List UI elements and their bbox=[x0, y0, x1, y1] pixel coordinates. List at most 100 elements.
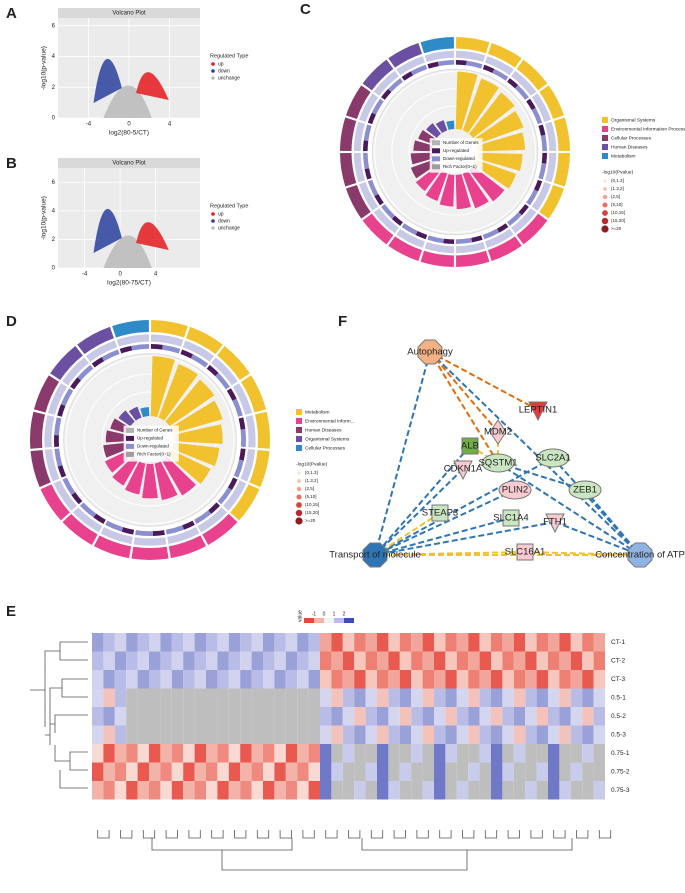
heatmap-cell bbox=[92, 670, 104, 689]
legend-label: down bbox=[218, 218, 230, 224]
down-ring bbox=[538, 163, 547, 180]
heatmap-cell bbox=[183, 651, 195, 670]
up-ring bbox=[507, 78, 519, 89]
network-edge bbox=[429, 351, 641, 556]
heatmap-cell bbox=[491, 744, 503, 763]
heatmap-cell bbox=[240, 725, 252, 744]
category-segment bbox=[388, 236, 423, 262]
heatmap-cell bbox=[137, 670, 149, 689]
heatmap-cell bbox=[92, 725, 104, 744]
heatmap-cell bbox=[479, 707, 491, 726]
heatmap-cell bbox=[217, 651, 229, 670]
gene-count-ring bbox=[100, 527, 133, 544]
gene-count-ring bbox=[373, 70, 399, 96]
heatmap-cell bbox=[502, 688, 514, 707]
heatmap-cell bbox=[171, 707, 184, 726]
legend-label: (2,5] bbox=[305, 486, 314, 491]
gene-count-ring bbox=[544, 152, 557, 183]
heatmap-cell bbox=[228, 762, 241, 781]
heatmap-cell bbox=[445, 633, 457, 652]
up-ring bbox=[226, 388, 237, 401]
heatmap-cell bbox=[399, 633, 412, 652]
heatmap-cell bbox=[479, 762, 491, 781]
y-tick-label: 2 bbox=[52, 85, 56, 91]
heatmap-cell bbox=[513, 651, 526, 670]
rich-factor-bar bbox=[150, 356, 175, 418]
heatmap-cell bbox=[171, 744, 184, 763]
legend-label: (10,15] bbox=[305, 502, 319, 507]
heatmap-cell bbox=[171, 633, 184, 652]
category-segment bbox=[168, 535, 207, 559]
heatmap-cell bbox=[377, 762, 389, 781]
legend-tick: 2 bbox=[343, 611, 346, 617]
row-label: 0.5-3 bbox=[611, 731, 626, 738]
heatmap-cell bbox=[103, 670, 115, 689]
heatmap-cell bbox=[149, 688, 161, 707]
network-edge bbox=[429, 351, 499, 433]
category-segment bbox=[30, 449, 51, 488]
heatmap-cell bbox=[479, 744, 491, 763]
up-ring bbox=[364, 168, 372, 180]
heatmap-cell bbox=[342, 707, 355, 726]
heatmap-cell bbox=[285, 781, 298, 800]
heatmap-cell bbox=[434, 670, 446, 689]
heatmap-cell bbox=[468, 633, 480, 652]
heatmap-cell bbox=[548, 725, 560, 744]
heatmap-cell bbox=[194, 744, 206, 763]
heatmap-cell bbox=[320, 670, 332, 689]
heatmap-cell bbox=[468, 688, 480, 707]
heatmap-cell bbox=[149, 670, 161, 689]
heatmap-cell bbox=[114, 744, 127, 763]
legend-swatch bbox=[296, 409, 302, 415]
heatmap-cell bbox=[445, 725, 457, 744]
up-ring bbox=[57, 465, 67, 478]
up-ring bbox=[541, 152, 547, 164]
rich-factor-bar bbox=[105, 430, 127, 443]
heatmap-cell bbox=[240, 762, 252, 781]
heatmap-cell bbox=[274, 633, 286, 652]
heatmap-cell bbox=[206, 670, 218, 689]
category-segment bbox=[202, 513, 238, 545]
heatmap-cell bbox=[194, 633, 206, 652]
heatmap-cell bbox=[536, 725, 548, 744]
rich-factor-bar bbox=[142, 463, 158, 499]
gene-count-ring bbox=[353, 152, 366, 183]
heatmap-cell bbox=[411, 651, 423, 670]
heatmap-cell bbox=[399, 670, 412, 689]
heatmap-cell bbox=[411, 725, 423, 744]
gene-count-ring bbox=[485, 228, 514, 248]
heatmap-cell bbox=[114, 762, 127, 781]
heatmap-cell bbox=[251, 762, 263, 781]
legend-label: Metabolism bbox=[611, 153, 636, 159]
legend-swatch bbox=[603, 187, 607, 191]
down-ring bbox=[367, 179, 379, 197]
legend-label: up bbox=[218, 61, 224, 67]
heatmap-cell bbox=[308, 651, 320, 670]
legend-label: (2,5] bbox=[611, 194, 620, 199]
legend-label: Cellular Processes bbox=[611, 135, 652, 141]
heatmap-cell bbox=[525, 670, 537, 689]
down-ring bbox=[526, 189, 539, 206]
heatmap-cell bbox=[206, 688, 218, 707]
heatmap-cell bbox=[548, 633, 560, 652]
heatmap-cell bbox=[593, 781, 605, 800]
heatmap-cell bbox=[171, 725, 184, 744]
category-segment bbox=[112, 320, 149, 338]
legend-title: Regulated Type bbox=[210, 203, 248, 209]
legend-tick: 0 bbox=[323, 611, 326, 617]
heatmap-cell bbox=[149, 633, 161, 652]
gene-count-ring bbox=[359, 93, 379, 122]
y-tick-label: 6 bbox=[52, 180, 56, 186]
down-ring bbox=[381, 204, 396, 219]
node-label: STEAP3 bbox=[422, 508, 458, 519]
heatmap-cell bbox=[251, 651, 263, 670]
heatmap-cell bbox=[206, 651, 218, 670]
gene-count-ring bbox=[44, 449, 60, 482]
legend-swatch bbox=[211, 226, 215, 230]
row-label: 0.75-3 bbox=[611, 787, 630, 794]
network-node bbox=[545, 513, 565, 534]
down-ring bbox=[62, 477, 76, 495]
rich-factor-bar bbox=[455, 174, 472, 210]
heatmap-cell bbox=[217, 781, 229, 800]
legend-label: Organismal Systems bbox=[611, 117, 656, 123]
